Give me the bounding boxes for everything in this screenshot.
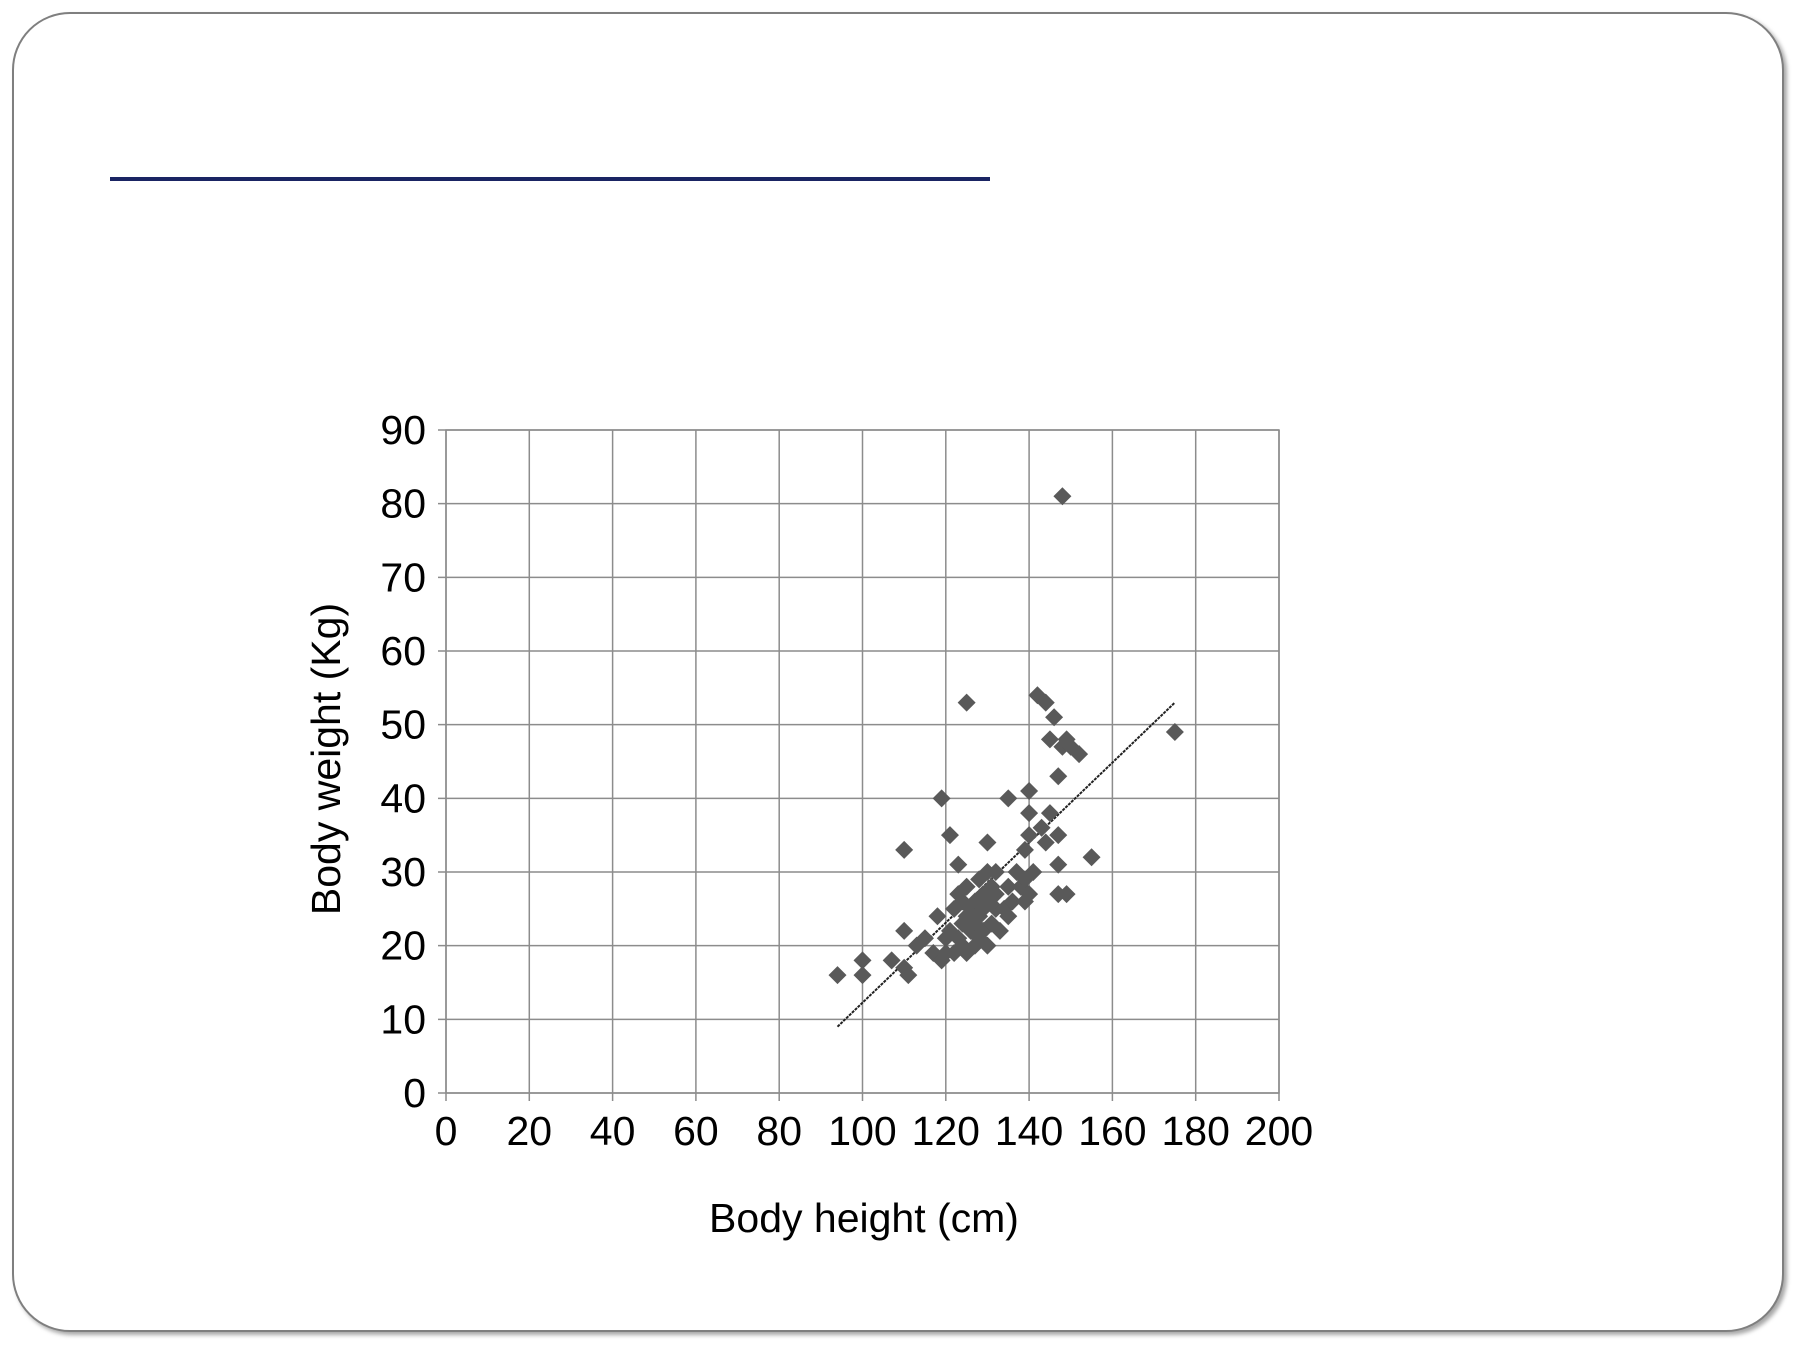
x-axis-title: Body height (cm) (709, 1195, 1019, 1241)
y-tick-label: 80 (380, 481, 426, 527)
data-point (1040, 804, 1059, 823)
y-tick-label: 10 (380, 996, 426, 1042)
data-point (978, 833, 997, 852)
x-tick-label: 60 (673, 1108, 719, 1154)
trendline-layer (836, 701, 1176, 1028)
data-point (853, 966, 872, 985)
data-point (1049, 767, 1068, 786)
data-point (1020, 781, 1039, 800)
data-point (999, 907, 1018, 926)
trendline (836, 701, 1176, 1028)
x-tick-label: 140 (995, 1108, 1063, 1154)
y-tick-label: 20 (380, 923, 426, 969)
data-point (999, 877, 1018, 896)
slide-frame (12, 12, 1784, 1332)
y-axis-title: Body weight (Kg) (303, 603, 349, 915)
x-tick-label: 40 (590, 1108, 636, 1154)
data-point (1057, 885, 1076, 904)
x-tick-label: 120 (912, 1108, 980, 1154)
x-tick-label: 20 (506, 1108, 552, 1154)
data-point (928, 907, 947, 926)
x-tick-label: 200 (1245, 1108, 1313, 1154)
x-tick-label: 160 (1078, 1108, 1146, 1154)
data-point (1070, 745, 1089, 764)
data-point (990, 921, 1009, 940)
data-point (940, 826, 959, 845)
data-point (828, 966, 847, 985)
data-point (957, 693, 976, 712)
data-point (1049, 855, 1068, 874)
y-tick-label: 30 (380, 849, 426, 895)
x-tick-labels: 0 20 40 60 80 100 120 140 160 180 200 (435, 1108, 1314, 1154)
data-point (882, 951, 901, 970)
y-tick-label: 70 (380, 554, 426, 600)
data-point (978, 936, 997, 955)
data-point (1082, 848, 1101, 867)
data-point (1020, 804, 1039, 823)
data-point (1003, 892, 1022, 911)
data-points (828, 487, 1184, 985)
data-point (1053, 487, 1072, 506)
data-point (1020, 885, 1039, 904)
x-tick-label: 80 (756, 1108, 802, 1154)
data-point (1036, 693, 1055, 712)
data-point (1020, 826, 1039, 845)
data-point (1045, 708, 1064, 727)
y-tick-label: 40 (380, 775, 426, 821)
data-point (1015, 840, 1034, 859)
data-point (986, 885, 1005, 904)
y-tick-label: 90 (380, 407, 426, 453)
y-tick-labels: 0 10 20 30 40 50 60 70 80 90 (380, 407, 426, 1116)
data-point (853, 951, 872, 970)
data-point (1036, 833, 1055, 852)
data-point (957, 877, 976, 896)
data-point (1049, 826, 1068, 845)
data-point (932, 789, 951, 808)
data-point (895, 840, 914, 859)
data-point (1165, 723, 1184, 742)
y-tick-label: 60 (380, 628, 426, 674)
data-point (915, 929, 934, 948)
data-point (1032, 818, 1051, 837)
x-tick-label: 0 (435, 1108, 458, 1154)
y-tick-label: 50 (380, 702, 426, 748)
data-point (895, 921, 914, 940)
data-point (899, 966, 918, 985)
data-point (1024, 863, 1043, 881)
title-underline (110, 177, 990, 181)
x-tick-label: 180 (1161, 1108, 1229, 1154)
data-point (986, 863, 1005, 881)
x-tick-label: 100 (828, 1108, 896, 1154)
chart-grid (438, 429, 1280, 1101)
y-tick-label: 0 (403, 1070, 426, 1116)
data-point (999, 789, 1018, 808)
data-point (1040, 730, 1059, 749)
data-point (949, 855, 968, 874)
